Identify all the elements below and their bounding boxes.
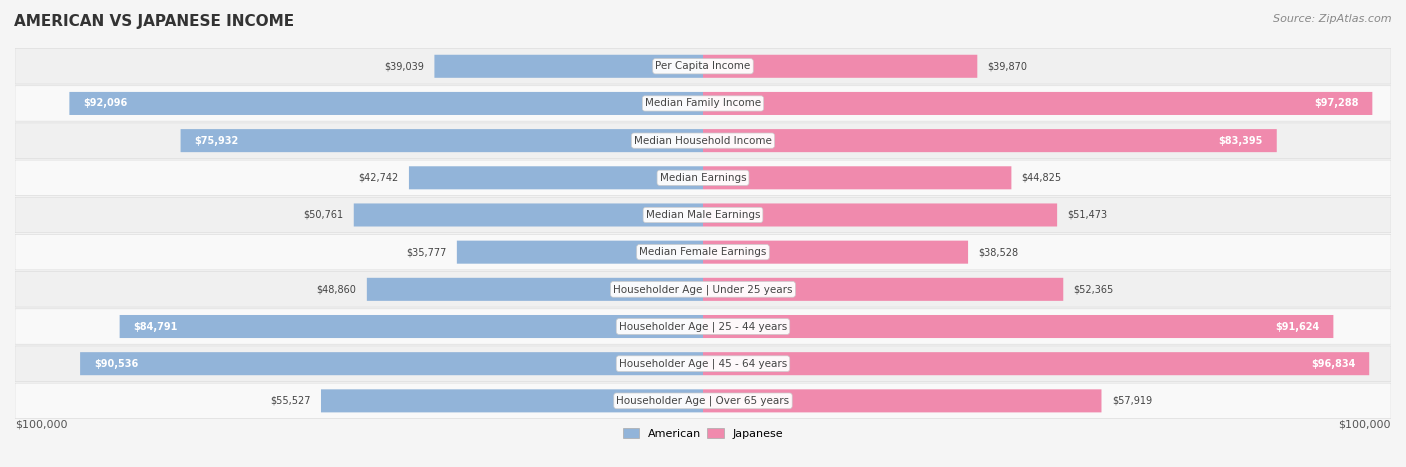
Legend: American, Japanese: American, Japanese [619,424,787,444]
FancyBboxPatch shape [409,166,703,189]
FancyBboxPatch shape [703,241,969,264]
Text: $42,742: $42,742 [359,173,399,183]
FancyBboxPatch shape [703,352,1369,375]
FancyBboxPatch shape [367,278,703,301]
Text: $50,761: $50,761 [304,210,343,220]
Text: $38,528: $38,528 [979,247,1018,257]
FancyBboxPatch shape [15,123,1391,158]
FancyBboxPatch shape [15,309,1391,344]
Text: $90,536: $90,536 [94,359,138,368]
Text: Median Household Income: Median Household Income [634,135,772,146]
FancyBboxPatch shape [703,389,1101,412]
Text: $84,791: $84,791 [134,321,177,332]
FancyBboxPatch shape [180,129,703,152]
Text: $92,096: $92,096 [83,99,128,108]
FancyBboxPatch shape [15,272,1391,307]
Text: $35,777: $35,777 [406,247,447,257]
Text: $55,527: $55,527 [270,396,311,406]
FancyBboxPatch shape [15,346,1391,382]
Text: Median Earnings: Median Earnings [659,173,747,183]
Text: $57,919: $57,919 [1112,396,1152,406]
Text: $97,288: $97,288 [1315,99,1358,108]
Text: $44,825: $44,825 [1022,173,1062,183]
FancyBboxPatch shape [15,49,1391,84]
FancyBboxPatch shape [703,204,1057,226]
Text: Source: ZipAtlas.com: Source: ZipAtlas.com [1274,14,1392,24]
Text: $91,624: $91,624 [1275,321,1320,332]
FancyBboxPatch shape [703,166,1011,189]
FancyBboxPatch shape [15,383,1391,418]
Text: Median Male Earnings: Median Male Earnings [645,210,761,220]
FancyBboxPatch shape [80,352,703,375]
FancyBboxPatch shape [15,86,1391,121]
Text: Median Family Income: Median Family Income [645,99,761,108]
FancyBboxPatch shape [703,92,1372,115]
FancyBboxPatch shape [703,315,1333,338]
Text: $51,473: $51,473 [1067,210,1108,220]
FancyBboxPatch shape [434,55,703,78]
Text: $39,039: $39,039 [384,61,425,71]
Text: $52,365: $52,365 [1074,284,1114,294]
Text: $75,932: $75,932 [194,135,239,146]
Text: $48,860: $48,860 [316,284,357,294]
FancyBboxPatch shape [703,129,1277,152]
Text: $100,000: $100,000 [1339,419,1391,430]
FancyBboxPatch shape [703,55,977,78]
Text: Householder Age | 25 - 44 years: Householder Age | 25 - 44 years [619,321,787,332]
FancyBboxPatch shape [321,389,703,412]
FancyBboxPatch shape [457,241,703,264]
Text: Householder Age | Under 25 years: Householder Age | Under 25 years [613,284,793,295]
FancyBboxPatch shape [15,197,1391,233]
FancyBboxPatch shape [354,204,703,226]
Text: $100,000: $100,000 [15,419,67,430]
Text: $96,834: $96,834 [1310,359,1355,368]
Text: Householder Age | 45 - 64 years: Householder Age | 45 - 64 years [619,359,787,369]
Text: $39,870: $39,870 [987,61,1028,71]
FancyBboxPatch shape [15,234,1391,270]
Text: AMERICAN VS JAPANESE INCOME: AMERICAN VS JAPANESE INCOME [14,14,294,29]
FancyBboxPatch shape [120,315,703,338]
FancyBboxPatch shape [69,92,703,115]
FancyBboxPatch shape [703,278,1063,301]
FancyBboxPatch shape [15,160,1391,196]
Text: $83,395: $83,395 [1219,135,1263,146]
Text: Per Capita Income: Per Capita Income [655,61,751,71]
Text: Median Female Earnings: Median Female Earnings [640,247,766,257]
Text: Householder Age | Over 65 years: Householder Age | Over 65 years [616,396,790,406]
